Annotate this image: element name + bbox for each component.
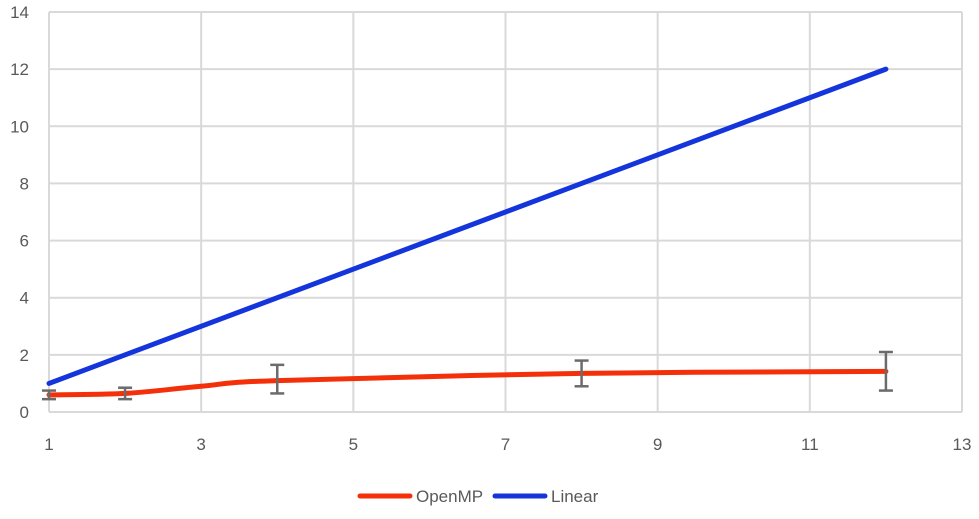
error-bar — [42, 389, 56, 401]
y-tick-label: 6 — [20, 232, 29, 251]
series — [46, 66, 889, 398]
x-tick-label: 13 — [953, 435, 972, 454]
error-bar — [118, 386, 133, 401]
x-tick-label: 7 — [501, 435, 510, 454]
error-bar — [574, 359, 589, 388]
legend-item-openmp: OpenMP — [357, 487, 483, 506]
y-tick-label: 4 — [20, 289, 29, 308]
x-tick-label: 9 — [653, 435, 662, 454]
x-tick-label: 1 — [44, 435, 53, 454]
y-tick-label: 0 — [20, 403, 29, 422]
y-tick-label: 12 — [10, 60, 29, 79]
y-tick-label: 8 — [20, 174, 29, 193]
series-line-openmp — [46, 368, 889, 398]
grid — [48, 11, 963, 413]
y-tick-label: 10 — [10, 117, 29, 136]
x-tick-label: 3 — [196, 435, 205, 454]
series-line-linear — [46, 66, 889, 386]
error-bars — [42, 350, 893, 401]
x-tick-label: 5 — [349, 435, 358, 454]
error-bar — [270, 363, 285, 395]
x-tick-label: 11 — [801, 435, 819, 454]
y-tick-label: 14 — [10, 3, 29, 22]
legend-item-linear: Linear — [492, 487, 599, 506]
legend: OpenMP Linear — [357, 487, 599, 506]
y-tick-label: 2 — [20, 346, 29, 365]
error-bar — [878, 350, 893, 392]
legend-label: OpenMP — [416, 487, 483, 506]
legend-label: Linear — [551, 487, 599, 506]
